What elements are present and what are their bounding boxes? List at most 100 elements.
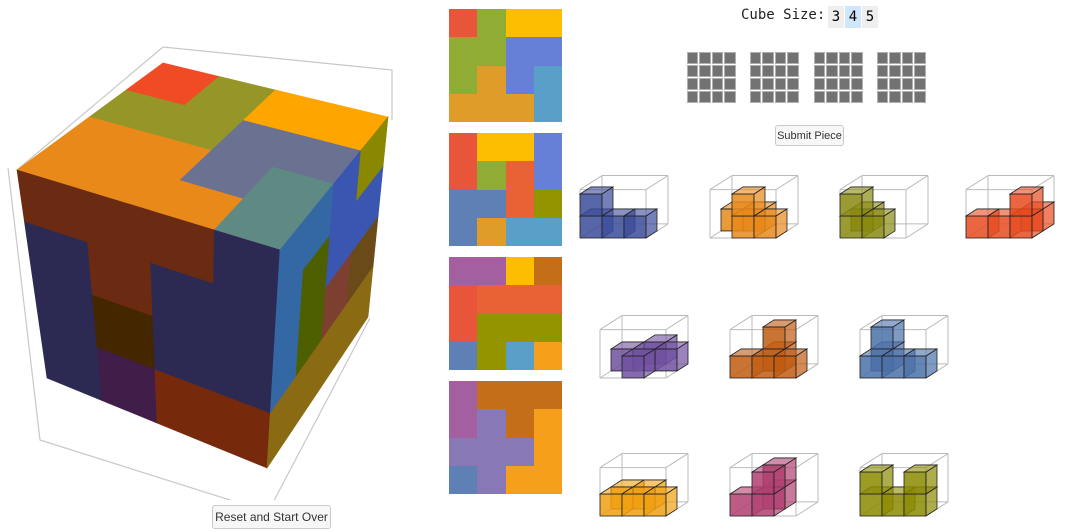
grid-cell-toggle[interactable]: [724, 51, 736, 64]
grid-cell-toggle[interactable]: [699, 77, 711, 90]
grid-cell-toggle[interactable]: [762, 64, 774, 77]
grid-cell-toggle[interactable]: [901, 90, 913, 103]
grid-cell-toggle[interactable]: [813, 77, 825, 90]
grid-cell-toggle[interactable]: [901, 51, 913, 64]
slice-cell: [533, 409, 562, 438]
slice-cell: [505, 409, 534, 438]
grid-cell-toggle[interactable]: [749, 51, 761, 64]
piece-3[interactable]: [832, 150, 952, 250]
grid-cell-toggle[interactable]: [699, 90, 711, 103]
slice-cell: [533, 93, 562, 122]
grid-cell-toggle[interactable]: [889, 90, 901, 103]
grid-cell-toggle[interactable]: [826, 77, 838, 90]
bounding-box-edge: [665, 315, 689, 331]
grid-cell-toggle[interactable]: [851, 77, 863, 90]
grid-cell-toggle[interactable]: [851, 51, 863, 64]
grid-cell-toggle[interactable]: [774, 90, 786, 103]
grid-cell-toggle[interactable]: [762, 51, 774, 64]
piece-1[interactable]: [572, 150, 692, 250]
grid-cell-toggle[interactable]: [838, 90, 850, 103]
piece-2[interactable]: [702, 150, 822, 250]
grid-cell-toggle[interactable]: [724, 64, 736, 77]
grid-cell-toggle[interactable]: [774, 64, 786, 77]
reset-button[interactable]: Reset and Start Over: [212, 505, 331, 529]
grid-cell-toggle[interactable]: [774, 77, 786, 90]
grid-cell-toggle[interactable]: [749, 64, 761, 77]
grid-cell-toggle[interactable]: [876, 77, 888, 90]
grid-cell-toggle[interactable]: [838, 64, 850, 77]
bounding-box-edge: [579, 175, 603, 191]
grid-cell-toggle[interactable]: [914, 90, 926, 103]
piece-6[interactable]: [722, 290, 842, 390]
grid-cell-toggle[interactable]: [711, 90, 723, 103]
grid-cell-toggle[interactable]: [774, 51, 786, 64]
grid-cell-toggle[interactable]: [787, 64, 799, 77]
piece-7[interactable]: [852, 290, 972, 390]
grid-cell-toggle[interactable]: [826, 64, 838, 77]
grid-cell-toggle[interactable]: [876, 90, 888, 103]
grid-cell-toggle[interactable]: [889, 64, 901, 77]
grid-cell-toggle[interactable]: [851, 64, 863, 77]
grid-cell-toggle[interactable]: [686, 77, 698, 90]
grid-cell-toggle[interactable]: [851, 90, 863, 103]
slice-cell: [477, 285, 506, 314]
grid-cell-toggle[interactable]: [699, 64, 711, 77]
grid-cell-toggle[interactable]: [724, 77, 736, 90]
slice-cell: [477, 409, 506, 438]
size-option-5[interactable]: 5: [862, 6, 878, 28]
slice-cell: [449, 37, 478, 66]
slice-cell: [449, 93, 478, 122]
piece-unit-cube: [752, 208, 789, 239]
size-option-3[interactable]: 3: [828, 6, 844, 28]
grid-cell-toggle[interactable]: [826, 90, 838, 103]
piece-unit-cube: [642, 486, 679, 517]
grid-cell-toggle[interactable]: [787, 90, 799, 103]
grid-cell-toggle[interactable]: [813, 90, 825, 103]
grid-cell-toggle[interactable]: [813, 51, 825, 64]
bounding-box-edge: [599, 315, 623, 331]
grid-cell-toggle[interactable]: [686, 64, 698, 77]
piece-4[interactable]: [958, 150, 1067, 250]
grid-cell-toggle[interactable]: [876, 64, 888, 77]
grid-cell-toggle[interactable]: [699, 51, 711, 64]
assembled-cube-3d-view[interactable]: [0, 0, 420, 500]
grid-cell-toggle[interactable]: [914, 77, 926, 90]
submit-piece-button[interactable]: Submit Piece: [775, 125, 844, 146]
grid-cell-toggle[interactable]: [914, 64, 926, 77]
grid-cell-toggle[interactable]: [838, 77, 850, 90]
grid-cell-toggle[interactable]: [813, 64, 825, 77]
grid-cell-toggle[interactable]: [686, 90, 698, 103]
slice-cell: [533, 313, 562, 342]
slice-cell: [533, 285, 562, 314]
slice-cell: [477, 65, 506, 94]
piece-9[interactable]: [722, 428, 842, 528]
grid-cell-toggle[interactable]: [914, 51, 926, 64]
grid-cell-toggle[interactable]: [876, 51, 888, 64]
grid-cell-toggle[interactable]: [762, 77, 774, 90]
grid-cell-toggle[interactable]: [686, 51, 698, 64]
grid-cell-toggle[interactable]: [787, 51, 799, 64]
grid-cell-toggle[interactable]: [826, 51, 838, 64]
grid-cell-toggle[interactable]: [901, 77, 913, 90]
grid-cell-toggle[interactable]: [711, 77, 723, 90]
grid-cell-toggle[interactable]: [749, 77, 761, 90]
slice-cell: [477, 341, 506, 370]
grid-cell-toggle[interactable]: [838, 51, 850, 64]
piece-unit-cube: [860, 208, 897, 239]
grid-cell-toggle[interactable]: [749, 90, 761, 103]
piece-unit-cube: [761, 319, 798, 350]
grid-cell-toggle[interactable]: [901, 64, 913, 77]
grid-cell-toggle[interactable]: [889, 77, 901, 90]
slice-cell: [477, 217, 506, 246]
piece-8[interactable]: [592, 428, 712, 528]
piece-10[interactable]: [852, 428, 972, 528]
size-option-4[interactable]: 4: [845, 6, 861, 28]
piece-5[interactable]: [592, 290, 712, 390]
slice-cell: [533, 9, 562, 38]
grid-cell-toggle[interactable]: [711, 64, 723, 77]
grid-cell-toggle[interactable]: [724, 90, 736, 103]
grid-cell-toggle[interactable]: [787, 77, 799, 90]
grid-cell-toggle[interactable]: [889, 51, 901, 64]
grid-cell-toggle[interactable]: [762, 90, 774, 103]
grid-cell-toggle[interactable]: [711, 51, 723, 64]
